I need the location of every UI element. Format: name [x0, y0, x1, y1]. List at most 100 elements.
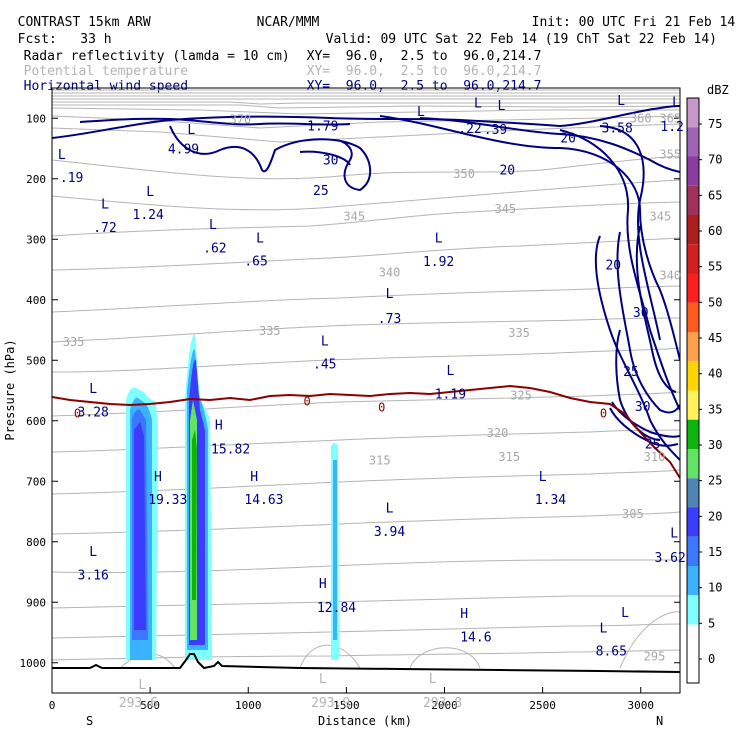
extremum-label: L: [497, 99, 505, 114]
wind-labels: 30 25 20 20 20 30 25 30 25: [313, 132, 660, 453]
extremum-label: 3.62: [655, 551, 686, 566]
field-row-theta: Potential temperature: [8, 51, 188, 79]
x-axis-title: Distance (km): [318, 714, 412, 728]
x-tick-label: 2000: [431, 699, 458, 712]
colorbar-swatch: [687, 361, 699, 391]
colorbar-tick-label: 0: [708, 652, 715, 666]
x-end-left-label: S: [86, 714, 93, 728]
colorbar-tick-label: 50: [708, 295, 722, 309]
x-tick-label: 1500: [333, 699, 360, 712]
x-tick-label: 0: [49, 699, 56, 712]
extremum-label: 1.79: [307, 120, 338, 135]
wind-contour-label: 20: [499, 164, 515, 179]
extremum-label: 1.19: [435, 388, 466, 403]
extremum-label: L: [539, 470, 547, 485]
extremum-label: L: [617, 94, 625, 109]
extremum-label: L: [386, 287, 394, 302]
extremum-label: L: [58, 148, 66, 163]
colorbar-swatch: [687, 653, 699, 683]
colorbar-tick-label: 55: [708, 260, 722, 274]
extremum-label: 12.84: [317, 601, 356, 616]
y-tick-label: 300: [26, 233, 46, 246]
extremum-label: L: [600, 622, 608, 637]
y-tick-label: 500: [26, 354, 46, 367]
extremum-label: L: [101, 198, 109, 213]
terrain-line: [52, 653, 680, 673]
freezing-level-line: [52, 384, 680, 479]
extremum-label: 8.65: [596, 645, 627, 660]
colorbar-swatch: [687, 536, 699, 566]
extremum-label: 3.94: [374, 525, 405, 540]
theta-contour-label: 340: [379, 266, 401, 280]
forecast-hour: Fcst: 33 h: [17, 32, 112, 47]
extremum-label: H: [319, 577, 327, 592]
colorbar-swatch: [687, 185, 699, 215]
wind-contour-label: 30: [633, 306, 649, 321]
colorbar-swatch: [687, 390, 699, 420]
extremum-label: .22: [458, 122, 481, 137]
colorbar-swatch: [687, 478, 699, 508]
y-tick-label: 600: [26, 415, 46, 428]
extremum-label: L: [138, 678, 146, 693]
extremum-label: 14.6: [460, 631, 491, 646]
x-tick-label: 1000: [235, 699, 262, 712]
extremum-label: H: [215, 418, 223, 433]
colorbar-swatch: [687, 566, 699, 596]
colorbar-tick-label: 5: [708, 616, 715, 630]
extremum-label: 293.9: [311, 696, 350, 711]
colorbar-swatch: [687, 127, 699, 157]
valid-time: Valid: 09 UTC Sat 22 Feb 14 (19 ChT Sat …: [325, 32, 717, 47]
theta-contour-label: 345: [650, 209, 672, 223]
x-tick-label: 2500: [529, 699, 556, 712]
theta-contour-label: 0: [74, 406, 81, 420]
extremum-label: 15.82: [211, 443, 250, 458]
colorbar-tick-label: 25: [708, 474, 722, 488]
theta-contour-label: 315: [498, 450, 520, 464]
plot-area: [52, 89, 680, 673]
extremum-label: L: [89, 382, 97, 397]
colorbar-tick-label: 75: [708, 117, 722, 131]
theta-contour-label: 360: [630, 111, 652, 125]
y-tick-label: 1000: [20, 657, 47, 670]
colorbar-title: dBZ: [707, 83, 729, 97]
extremum-label: L: [670, 527, 678, 542]
model-title: CONTRAST 15km ARW: [17, 15, 151, 30]
colorbar-tick-label: 40: [708, 367, 722, 381]
extremum-label: L: [209, 218, 217, 233]
theta-contour-label: 325: [510, 388, 532, 402]
theta-contour-label: 365: [659, 111, 681, 125]
theta-contour-label: 370: [230, 112, 252, 126]
field-xy-theta: XY= 96.0, 2.5 to 96.0,214.7: [291, 51, 542, 79]
extremum-label: 293.6: [119, 696, 158, 711]
colorbar-swatch: [687, 507, 699, 537]
y-tick-label: 700: [26, 475, 46, 488]
colorbar-frame: [686, 97, 700, 684]
colorbar-swatch: [687, 419, 699, 449]
theta-contour-label: 335: [259, 324, 281, 338]
header-valid: Valid: 09 UTC Sat 22 Feb 14 (19 ChT Sat …: [310, 19, 717, 47]
wind-contour-label: 25: [313, 184, 329, 199]
colorbar-tick-label: 20: [708, 509, 722, 523]
wind-contour-label: 25: [645, 438, 661, 453]
y-tick-label: 900: [26, 596, 46, 609]
theta-contour-label: 345: [343, 209, 365, 223]
theta-contour-label: 0: [304, 394, 311, 408]
extremum-label: L: [386, 501, 394, 516]
extremum-label: L: [146, 185, 154, 200]
colorbar-swatch: [687, 244, 699, 274]
extremum-label: .72: [93, 221, 116, 236]
extremum-label: 1.24: [133, 208, 164, 223]
extremum-label: L: [429, 672, 437, 687]
theta-contour-label: 0: [378, 400, 385, 414]
extremum-label: 3.28: [78, 406, 109, 421]
source-label: NCAR/MMM: [256, 15, 320, 30]
theta-contour-label: 355: [659, 148, 681, 162]
extremum-label: L: [474, 97, 482, 112]
header-center: NCAR/MMM: [241, 2, 320, 30]
colorbar-tick-label: 70: [708, 153, 722, 167]
extremum-label: 3.16: [78, 568, 109, 583]
extremum-label: L: [672, 95, 680, 110]
extremum-label: 293.8: [423, 696, 462, 711]
extremum-label: L: [446, 364, 454, 379]
